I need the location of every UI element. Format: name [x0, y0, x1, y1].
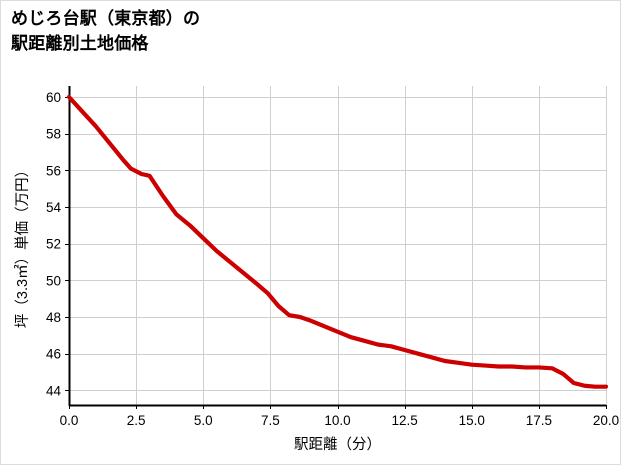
y-tick-labels: 44 46 48 50 52 54 56 58 60 — [46, 90, 62, 398]
y-tick-label: 50 — [46, 273, 61, 288]
y-tick-label: 52 — [46, 237, 61, 252]
y-tick-label: 58 — [46, 127, 61, 142]
x-tick-label: 17.5 — [526, 413, 552, 428]
x-tick-label: 20.0 — [593, 413, 619, 428]
x-tick-label: 0.0 — [60, 413, 79, 428]
y-tick-label: 46 — [46, 347, 61, 362]
y-tick-label: 48 — [46, 310, 61, 325]
gridlines — [69, 86, 607, 405]
y-tick-label: 56 — [46, 163, 61, 178]
y-tick-label: 54 — [46, 200, 62, 215]
data-series — [66, 94, 609, 389]
x-tick-label: 5.0 — [194, 413, 213, 428]
y-axis-title: 坪（3.3㎡）単価（万円） — [14, 163, 31, 328]
x-tick-labels: 0.0 2.5 5.0 7.5 10.0 12.5 15.0 17.5 20.0 — [60, 413, 620, 428]
tick-marks — [65, 96, 608, 409]
x-tick-label: 12.5 — [391, 413, 417, 428]
y-tick-label: 60 — [46, 90, 61, 105]
axis-spines — [68, 86, 606, 407]
x-tick-label: 2.5 — [127, 413, 146, 428]
x-axis-title: 駅距離（分） — [294, 435, 381, 453]
x-tick-label: 10.0 — [324, 413, 350, 428]
x-tick-label: 7.5 — [261, 413, 280, 428]
series-line — [66, 94, 609, 389]
x-tick-label: 15.0 — [459, 413, 485, 428]
y-tick-label: 44 — [46, 383, 62, 398]
page-title: めじろ台駅（東京都）の 駅距離別土地価格 — [11, 9, 201, 53]
